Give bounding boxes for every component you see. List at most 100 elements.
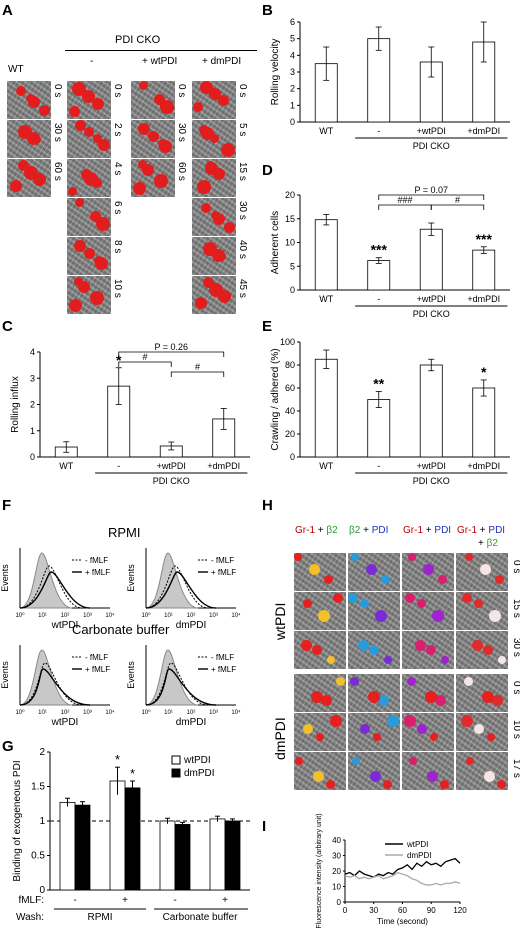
h-tile-r0-c1	[347, 552, 401, 592]
wash-label: Carbonate buffer	[163, 912, 239, 923]
bar-dmPDI	[124, 787, 141, 891]
f-isotype-hist	[145, 649, 199, 706]
x-tick-label: 60	[398, 906, 407, 915]
wash-row-label: Wash:	[16, 912, 44, 923]
h-cell	[408, 553, 416, 561]
h-cell	[351, 553, 359, 561]
pdi-cko-line	[65, 50, 257, 51]
h-cell	[336, 677, 345, 686]
h-cell	[303, 724, 313, 734]
category-label: +wtPDI	[417, 126, 446, 136]
x-tick-label: 30	[369, 906, 378, 915]
h-tile-r1-c3	[455, 591, 509, 631]
h-header-part: +	[478, 538, 487, 549]
y-axis-label: Adherent cells	[270, 211, 281, 274]
a-cell	[69, 106, 80, 117]
bracket-label: ###	[397, 195, 412, 205]
f-minus-fmlf-hist	[19, 662, 83, 706]
group-label: PDI CKO	[153, 476, 190, 486]
h-cell	[313, 771, 324, 782]
y-tick-label: 15	[285, 214, 295, 224]
h-cell	[318, 610, 330, 622]
h-cell	[350, 677, 359, 686]
f-legend-label: - fMLF	[85, 653, 108, 662]
h-header-part: Gr-1	[457, 525, 477, 536]
bar	[419, 364, 443, 458]
y-tick-label: 40	[332, 836, 341, 845]
h-cell	[316, 733, 324, 741]
a-cell	[98, 139, 110, 151]
a-cell	[82, 90, 95, 103]
category-label: -	[377, 126, 380, 136]
a-cell	[10, 180, 22, 192]
a-tile-wtpdi-0	[130, 80, 176, 120]
h-cell	[387, 715, 399, 727]
h-cell	[373, 733, 381, 741]
series-line-wtPDI	[344, 857, 461, 878]
h-tile-r2-c1	[347, 630, 401, 670]
h-cell	[487, 733, 495, 741]
h-col4-extra: + β2	[478, 538, 498, 549]
h-tile-r3-c0	[293, 673, 347, 713]
y-tick-label: 5	[290, 34, 295, 44]
a-cell	[93, 134, 102, 143]
a-tile-dmpdi-5	[191, 275, 237, 315]
h-tile-r3-c2	[401, 673, 455, 713]
a-cell	[138, 123, 150, 135]
a-cell	[160, 100, 174, 114]
bracket-label: #	[195, 362, 200, 372]
h-cell	[441, 656, 449, 664]
y-tick-label: 4	[290, 50, 295, 60]
a-cell	[154, 94, 165, 105]
h-cell	[295, 757, 303, 765]
y-axis-label: Rolling influx	[10, 376, 21, 433]
panel-label-f: F	[2, 497, 12, 514]
bar	[419, 228, 443, 291]
category-label: WT	[59, 461, 73, 471]
h-tile-r0-c3	[455, 552, 509, 592]
panel-label-h: H	[262, 497, 273, 514]
h-tile-r4-c2	[401, 712, 455, 752]
y-tick-label: 3	[290, 67, 295, 77]
y-tick-label: 1.5	[31, 782, 45, 793]
y-tick-label: 60	[285, 383, 295, 393]
a-tile-cko-4	[66, 236, 112, 276]
h-cell	[495, 575, 504, 584]
legend-swatch	[171, 768, 181, 778]
bar	[367, 260, 391, 291]
f-legend-label: + fMLF	[85, 665, 110, 674]
a-cell	[90, 291, 104, 305]
f-tick-label: 10⁰	[141, 612, 151, 619]
category-label: +dmPDI	[467, 294, 500, 304]
h-cell	[381, 575, 390, 584]
f-tick-label: 10³	[209, 710, 218, 716]
f-y-label: Events	[126, 661, 136, 689]
f-legend-label: - fMLF	[211, 653, 234, 662]
h-cell	[417, 599, 426, 608]
h-cell	[309, 564, 320, 575]
y-tick-label: 0	[290, 117, 295, 127]
fmlf-label: +	[222, 895, 228, 906]
a-cell	[84, 127, 94, 137]
h-cell	[360, 599, 369, 608]
fmlf-row-label: fMLF:	[18, 895, 44, 906]
h-header-part: PDI	[488, 525, 506, 536]
f-legend-label: - fMLF	[85, 556, 108, 565]
f-tick-label: 10³	[209, 613, 218, 619]
significance-bracket	[118, 351, 225, 357]
y-tick-label: 100	[280, 337, 295, 347]
h-cell	[440, 780, 449, 789]
y-tick-label: 30	[332, 852, 341, 861]
panel-label-a: A	[2, 2, 13, 19]
f-histogram-svg: Events wtPDI 10⁰ 10¹ 10² 10³ 10⁴ - fMLF + fMLF Ev…	[0, 548, 241, 728]
h-col-header: Gr-1 + PDI	[403, 525, 451, 536]
h-cell	[427, 771, 438, 782]
wash-label: RPMI	[88, 912, 113, 923]
h-header-part: Gr-1	[295, 525, 315, 536]
f-tick-label: 10³	[83, 710, 92, 716]
y-tick-label: 80	[285, 360, 295, 370]
f-tick-label: 10⁰	[141, 709, 151, 716]
significance-bracket	[430, 204, 485, 210]
legend-label: wtPDI	[406, 840, 428, 849]
